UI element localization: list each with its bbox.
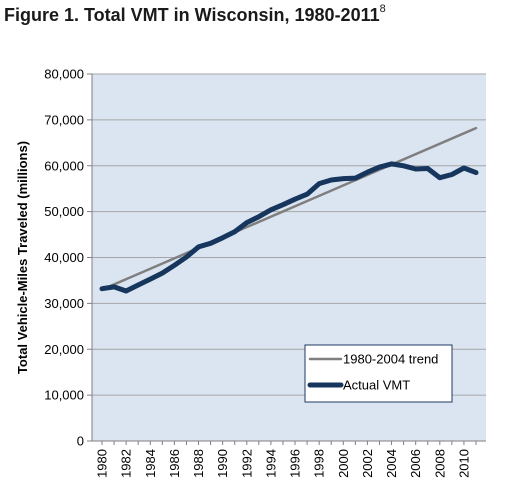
x-tick-label: 1982 — [119, 449, 134, 478]
y-tick-label: 0 — [77, 434, 84, 449]
figure-title-text: Figure 1. Total VMT in Wisconsin, 1980-2… — [4, 5, 380, 25]
y-tick-label: 40,000 — [44, 250, 84, 265]
trend-line — [100, 126, 478, 291]
y-tick-label: 20,000 — [44, 342, 84, 357]
y-tick-label: 80,000 — [44, 67, 84, 82]
figure-title-superscript: 8 — [379, 3, 386, 15]
y-tick-label: 60,000 — [44, 158, 84, 173]
x-tick-label: 2006 — [408, 449, 423, 478]
figure-title: Figure 1. Total VMT in Wisconsin, 1980-2… — [4, 3, 386, 26]
legend-actual-label: Actual VMT — [343, 378, 410, 393]
x-tick-label: 1990 — [215, 449, 230, 478]
x-tick-label: 2008 — [432, 449, 447, 478]
x-tick-label: 1984 — [143, 449, 158, 478]
x-tick-label: 1988 — [191, 449, 206, 478]
x-tick-label: 2002 — [360, 449, 375, 478]
y-tick-label: 50,000 — [44, 204, 84, 219]
y-axis-title: Total Vehicle-Miles Traveled (millions) — [15, 141, 30, 374]
actual-vmt-line — [99, 161, 479, 294]
x-tick-label: 2004 — [384, 449, 399, 478]
series-lines — [99, 126, 479, 294]
x-tick-label: 2000 — [336, 449, 351, 478]
x-tick-label: 1992 — [239, 449, 254, 478]
x-tick-label: 1994 — [263, 449, 278, 478]
y-tick-label: 10,000 — [44, 388, 84, 403]
x-tick-label: 1980 — [95, 449, 110, 478]
legend-trend-label: 1980-2004 trend — [343, 352, 438, 367]
legend-box — [304, 344, 453, 403]
axes — [91, 74, 486, 445]
y-tick-label: 70,000 — [44, 112, 84, 127]
legend: 1980-2004 trend Actual VMT — [304, 344, 453, 403]
x-tick-label: 1986 — [167, 449, 182, 478]
x-tick-label: 1996 — [288, 449, 303, 478]
x-tick-label: 1998 — [312, 449, 327, 478]
y-tick-label: 30,000 — [44, 296, 84, 311]
x-tick-labels: 1980 1982 1984 1986 1988 1990 1992 1994 1996 1998… — [95, 449, 472, 478]
y-tick-labels: 0 10,000 20,000 30,000 40,000 50,000 60,000 70,… — [44, 67, 84, 449]
x-tick-label: 2010 — [456, 449, 471, 478]
